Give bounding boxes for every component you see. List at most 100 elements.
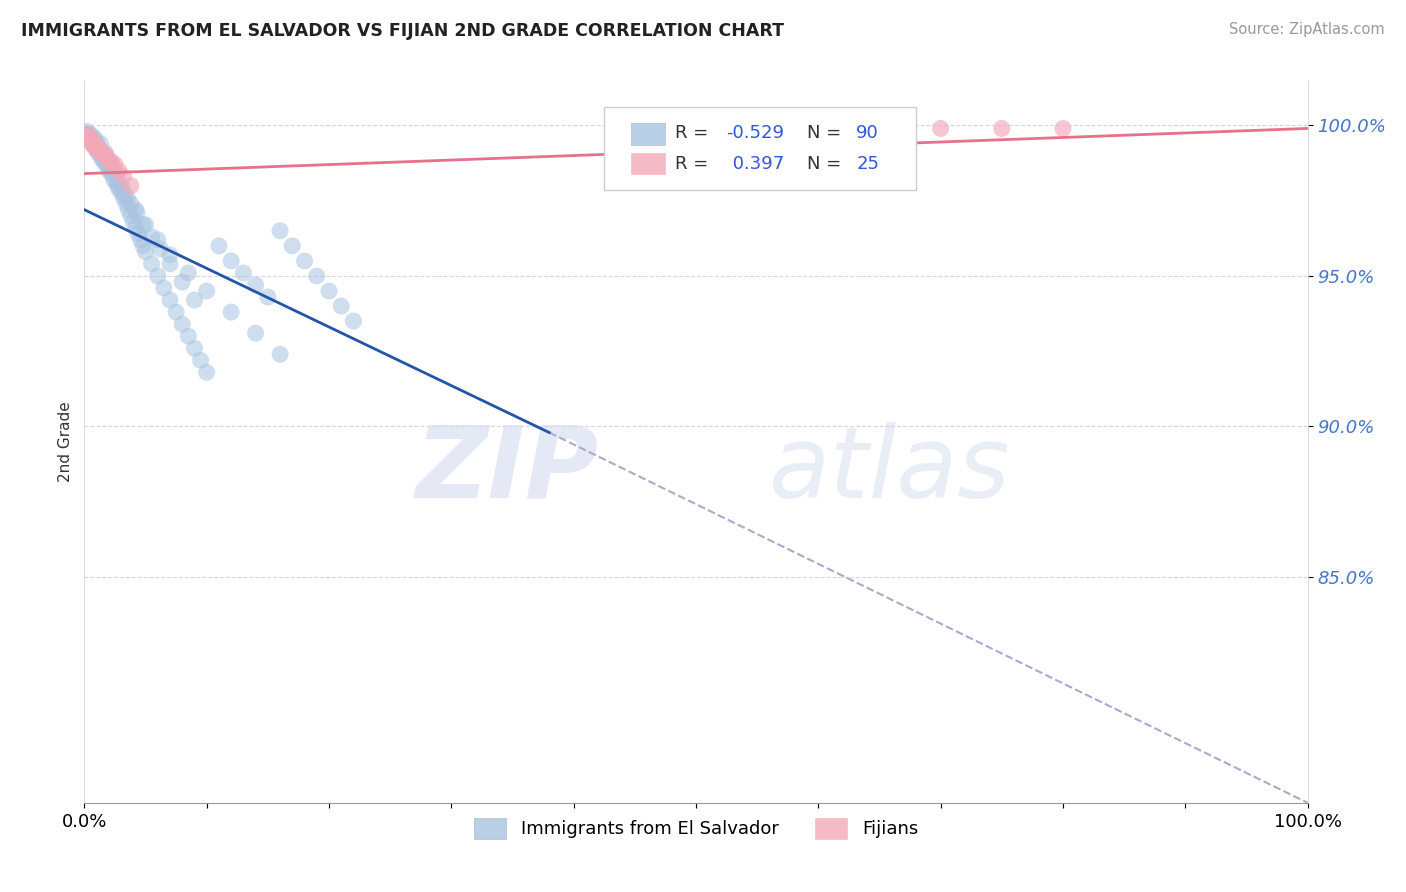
Point xyxy=(294,254,316,268)
Point xyxy=(183,341,205,355)
Point xyxy=(219,254,242,268)
Point xyxy=(111,181,134,195)
Point xyxy=(77,130,100,145)
Point xyxy=(117,202,139,217)
Point xyxy=(86,143,108,157)
Point xyxy=(269,347,291,361)
Point xyxy=(135,244,157,259)
Text: 25: 25 xyxy=(856,155,879,173)
Point xyxy=(269,224,291,238)
Point xyxy=(177,266,200,280)
Point xyxy=(87,139,110,153)
Legend: Immigrants from El Salvador, Fijians: Immigrants from El Salvador, Fijians xyxy=(467,811,925,846)
Text: 90: 90 xyxy=(856,124,879,142)
Point xyxy=(105,167,128,181)
Point xyxy=(141,257,163,271)
Point xyxy=(86,136,108,151)
Point xyxy=(159,248,181,262)
Point xyxy=(115,191,138,205)
Point xyxy=(90,145,112,160)
Point xyxy=(100,158,122,172)
Text: R =: R = xyxy=(675,155,714,173)
Point xyxy=(127,227,149,241)
Point xyxy=(83,136,105,151)
Point xyxy=(94,148,117,162)
Point xyxy=(83,139,105,153)
Point xyxy=(146,268,169,283)
Point xyxy=(115,196,138,211)
Point xyxy=(105,172,128,186)
Point xyxy=(83,139,105,153)
Point xyxy=(107,181,129,195)
Point xyxy=(132,218,155,232)
Point xyxy=(76,130,98,145)
Point xyxy=(104,158,127,172)
FancyBboxPatch shape xyxy=(631,123,665,145)
Point xyxy=(80,134,103,148)
Point xyxy=(991,121,1014,136)
Point xyxy=(245,326,267,340)
Text: ZIP: ZIP xyxy=(415,422,598,519)
Point xyxy=(77,128,100,142)
Point xyxy=(87,145,110,160)
Point xyxy=(172,275,194,289)
Point xyxy=(93,148,115,162)
Point xyxy=(153,281,176,295)
Point xyxy=(281,239,304,253)
Point xyxy=(97,158,120,172)
Point xyxy=(83,130,105,145)
Point xyxy=(120,209,142,223)
Text: N =: N = xyxy=(807,124,848,142)
Point xyxy=(869,121,891,136)
Point xyxy=(91,145,114,160)
Text: -0.529: -0.529 xyxy=(727,124,785,142)
Text: R =: R = xyxy=(675,124,714,142)
Point xyxy=(195,284,218,298)
Text: 0.397: 0.397 xyxy=(727,155,783,173)
Point xyxy=(929,121,952,136)
Point xyxy=(132,239,155,253)
Point xyxy=(110,185,132,199)
Y-axis label: 2nd Grade: 2nd Grade xyxy=(58,401,73,482)
Point xyxy=(122,215,145,229)
Point xyxy=(90,152,112,166)
Point xyxy=(103,172,125,186)
Point xyxy=(190,353,212,368)
Point xyxy=(87,143,110,157)
Point xyxy=(90,145,112,160)
Point xyxy=(146,233,169,247)
Point xyxy=(91,152,114,166)
Point xyxy=(183,293,205,307)
Point xyxy=(149,242,172,256)
Point xyxy=(105,176,128,190)
Point xyxy=(94,145,117,160)
Point xyxy=(245,278,267,293)
Point xyxy=(107,178,129,193)
Point xyxy=(103,163,125,178)
FancyBboxPatch shape xyxy=(631,153,665,174)
Point xyxy=(257,290,280,304)
Point xyxy=(114,187,136,202)
Point xyxy=(101,163,124,178)
Point xyxy=(79,130,101,145)
Text: Source: ZipAtlas.com: Source: ZipAtlas.com xyxy=(1229,22,1385,37)
Point xyxy=(112,191,135,205)
Point xyxy=(86,143,108,157)
Point xyxy=(172,317,194,331)
Point xyxy=(232,266,254,280)
Point xyxy=(195,365,218,379)
Point xyxy=(177,329,200,343)
Point xyxy=(1052,121,1074,136)
Point xyxy=(807,121,830,136)
Point xyxy=(120,196,142,211)
Point xyxy=(84,139,107,153)
Point xyxy=(305,268,328,283)
Point xyxy=(112,169,135,184)
Point xyxy=(96,148,118,162)
Point xyxy=(107,163,129,178)
Point xyxy=(89,136,111,151)
FancyBboxPatch shape xyxy=(605,107,917,190)
Point xyxy=(77,128,100,142)
Point xyxy=(135,218,157,232)
Point xyxy=(100,154,122,169)
